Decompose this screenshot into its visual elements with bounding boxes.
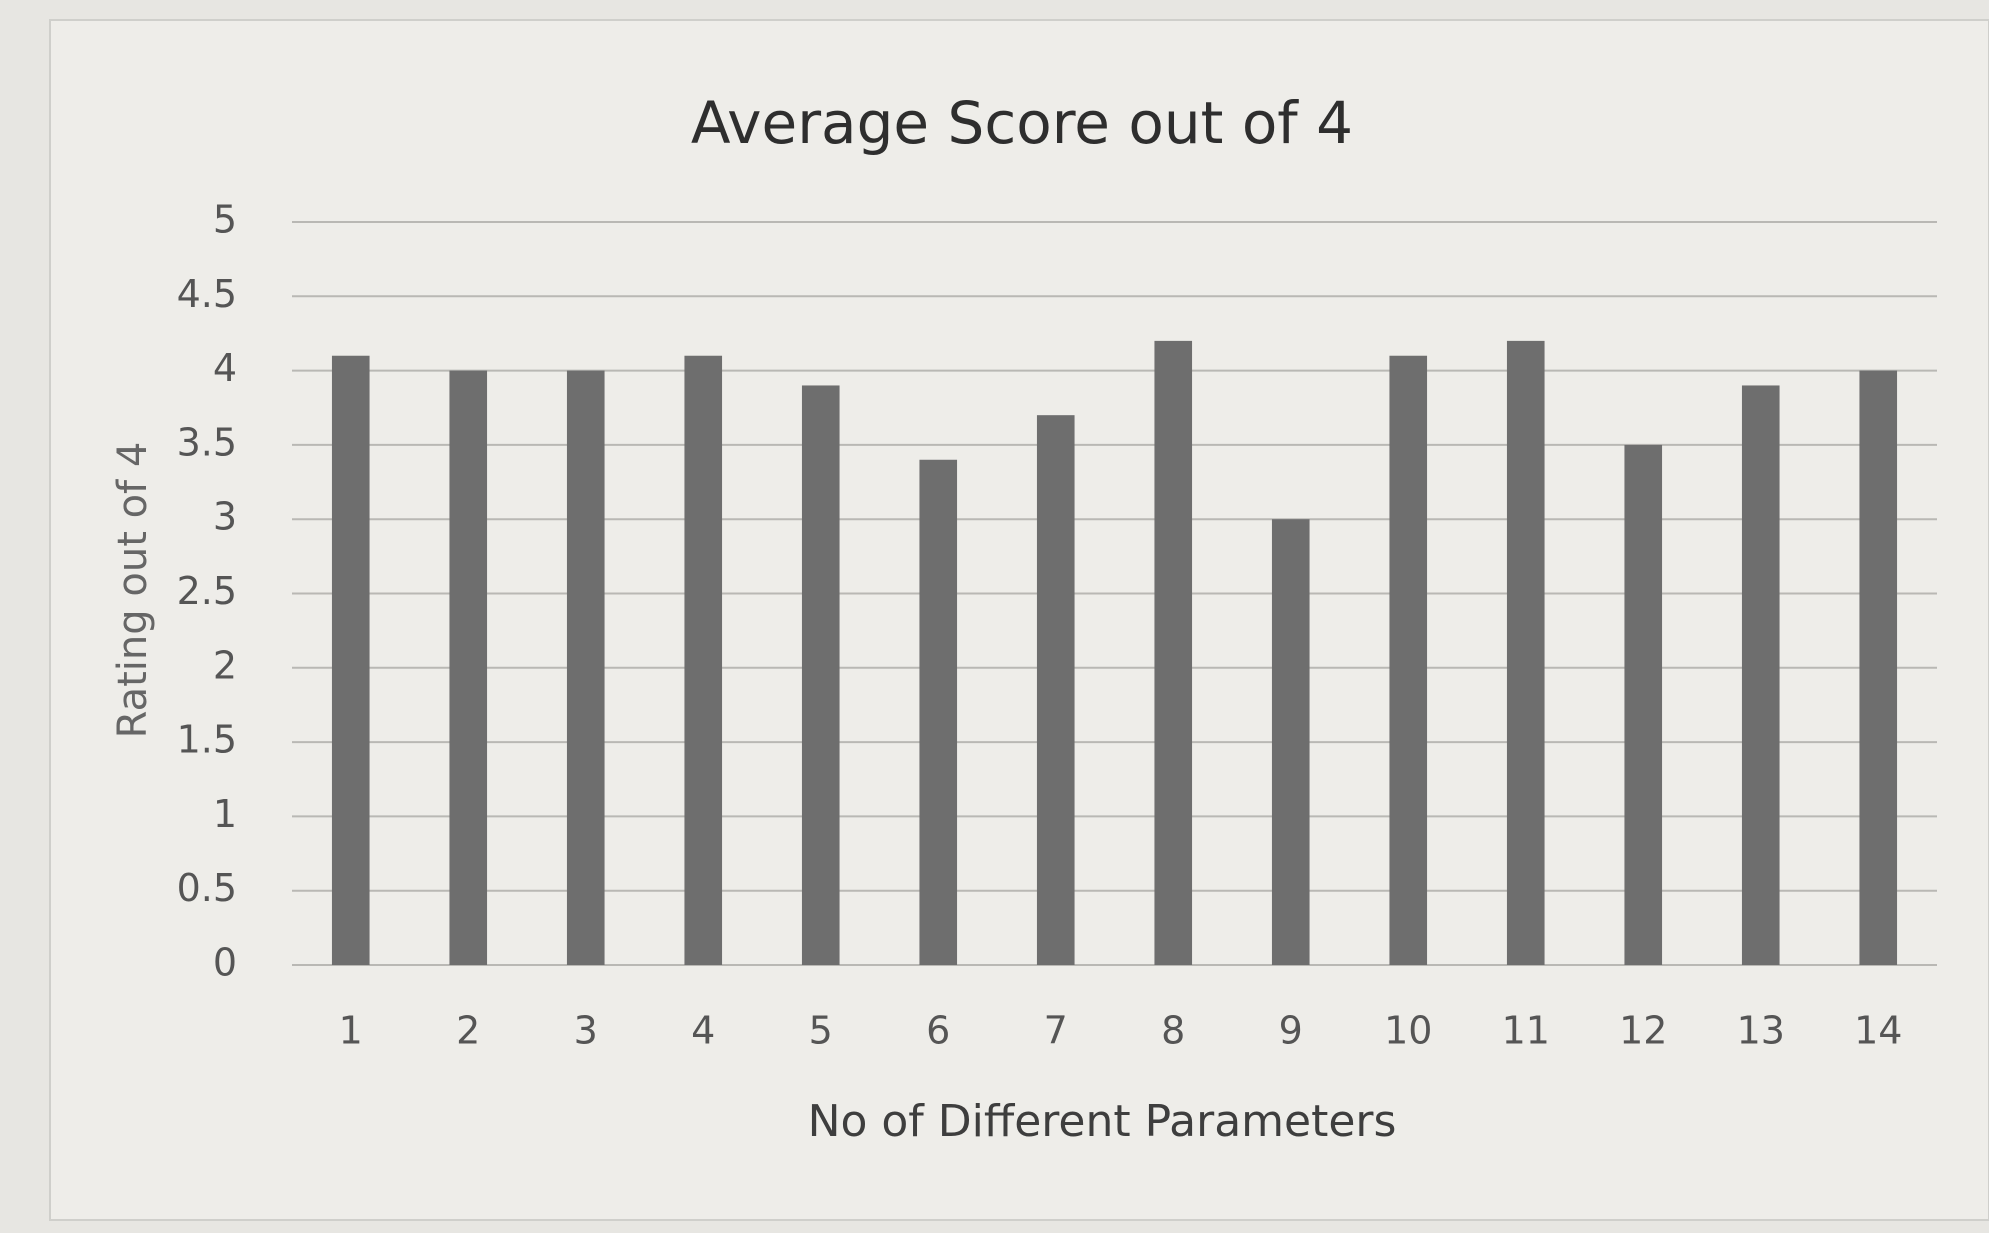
bar	[1154, 340, 1193, 965]
x-tick-label: 11	[1502, 1009, 1550, 1053]
bar	[566, 370, 605, 966]
x-axis-label: No of Different Parameters	[808, 1096, 1397, 1147]
y-tick-label: 4	[213, 346, 237, 390]
bar	[1036, 415, 1075, 965]
x-tick-label: 8	[1161, 1009, 1185, 1053]
bar	[1741, 385, 1780, 966]
y-tick-label: 3.5	[177, 420, 237, 464]
y-tick-label: 2.5	[177, 569, 237, 613]
y-tick-label: 4.5	[177, 272, 237, 316]
x-tick-label: 12	[1619, 1009, 1667, 1053]
bar	[449, 370, 488, 966]
x-tick-label: 3	[574, 1009, 598, 1053]
bar	[801, 385, 840, 966]
y-tick-label: 1.5	[177, 718, 237, 762]
y-tick-label: 3	[213, 495, 237, 539]
y-tick-label: 5	[213, 198, 237, 242]
bar	[684, 355, 723, 965]
x-tick-label: 14	[1854, 1009, 1902, 1053]
bar	[331, 355, 370, 965]
y-tick-label: 2	[213, 643, 237, 687]
chart-title: Average Score out of 4	[691, 89, 1353, 157]
x-tick-label: 9	[1279, 1009, 1303, 1053]
x-tick-label: 6	[926, 1009, 950, 1053]
bar	[1859, 370, 1898, 966]
y-axis-label: Rating out of 4	[110, 442, 156, 739]
y-tick-label: 1	[213, 792, 237, 836]
x-tick-label: 13	[1737, 1009, 1785, 1053]
x-tick-label: 10	[1384, 1009, 1432, 1053]
y-tick-label: 0.5	[177, 866, 237, 910]
bar	[1506, 340, 1545, 965]
x-tick-label: 4	[691, 1009, 715, 1053]
bar	[1624, 444, 1663, 965]
x-tick-label: 7	[1044, 1009, 1068, 1053]
y-tick-label: 0	[213, 941, 237, 985]
x-tick-label: 5	[809, 1009, 833, 1053]
chart-frame	[49, 19, 1989, 1221]
bar	[919, 459, 958, 965]
x-tick-label: 1	[339, 1009, 363, 1053]
x-tick-label: 2	[456, 1009, 480, 1053]
bar	[1389, 355, 1428, 965]
bar	[1271, 519, 1310, 965]
